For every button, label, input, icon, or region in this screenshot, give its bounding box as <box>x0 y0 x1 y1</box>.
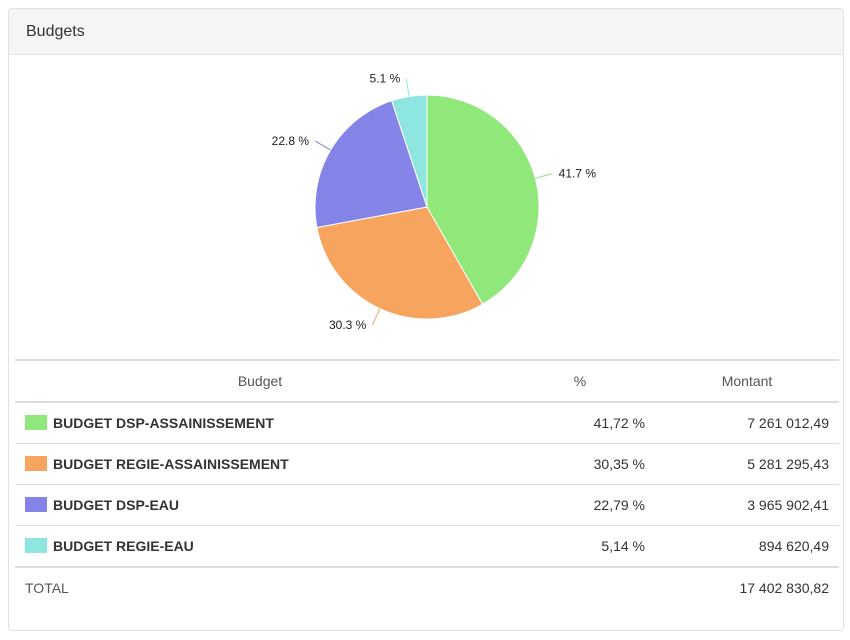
pie-data-label: 30.3 % <box>329 318 367 332</box>
pie-data-label: 5.1 % <box>370 72 401 86</box>
legend-swatch <box>25 456 47 472</box>
pie-leader-line <box>314 140 331 151</box>
table-row: BUDGET REGIE-ASSAINISSEMENT 30,35 % 5 28… <box>15 443 839 485</box>
legend-swatch <box>25 497 47 513</box>
budget-amount: 3 965 902,41 <box>655 484 839 526</box>
budget-amount: 7 261 012,49 <box>655 402 839 444</box>
panel-title: Budgets <box>9 9 843 55</box>
legend-swatch <box>25 538 47 554</box>
table-header-row: Budget % Montant <box>15 359 839 403</box>
column-header-amount[interactable]: Montant <box>655 359 839 403</box>
pie-slice[interactable] <box>316 206 484 320</box>
budget-name: BUDGET REGIE-ASSAINISSEMENT <box>53 456 289 472</box>
budgets-panel: Budgets 41.7 % 30.3 % 22.8 % 5.1 % Budget %… <box>8 8 844 631</box>
table-row: BUDGET DSP-EAU 22,79 % 3 965 902,41 <box>15 484 839 526</box>
column-header-budget[interactable]: Budget <box>15 359 505 403</box>
legend-swatch <box>25 415 47 431</box>
budget-amount: 5 281 295,43 <box>655 443 839 485</box>
table-row: BUDGET DSP-ASSAINISSEMENT 41,72 % 7 261 … <box>15 402 839 444</box>
total-amount: 17 402 830,82 <box>655 566 839 608</box>
total-label: TOTAL <box>15 566 505 608</box>
pie-data-label: 22.8 % <box>272 134 310 148</box>
budget-name: BUDGET DSP-ASSAINISSEMENT <box>53 415 274 431</box>
column-header-percent[interactable]: % <box>505 359 655 403</box>
budget-name: BUDGET DSP-EAU <box>53 497 180 513</box>
pie-chart-svg: 41.7 % 30.3 % 22.8 % 5.1 % <box>272 72 597 332</box>
pie-slice[interactable] <box>314 100 428 229</box>
budget-amount: 894 620,49 <box>655 525 839 568</box>
budget-percent: 5,14 % <box>505 525 655 568</box>
pie-leader-line <box>405 78 410 97</box>
budget-name: BUDGET REGIE-EAU <box>53 538 194 554</box>
pie-leader-line <box>371 308 381 326</box>
table-row: BUDGET REGIE-EAU 5,14 % 894 620,49 <box>15 525 839 568</box>
total-row: TOTAL 17 402 830,82 <box>15 566 839 608</box>
pie-data-label: 41.7 % <box>559 167 597 181</box>
budget-percent: 22,79 % <box>505 484 655 526</box>
pie-chart: 41.7 % 30.3 % 22.8 % 5.1 % <box>9 55 843 359</box>
pie-leader-line <box>535 173 553 179</box>
budget-table: Budget % Montant BUDGET DSP-ASSAINISSEME… <box>15 359 839 608</box>
budget-percent: 30,35 % <box>505 443 655 485</box>
budget-percent: 41,72 % <box>505 402 655 444</box>
pie-slice[interactable] <box>391 94 428 208</box>
